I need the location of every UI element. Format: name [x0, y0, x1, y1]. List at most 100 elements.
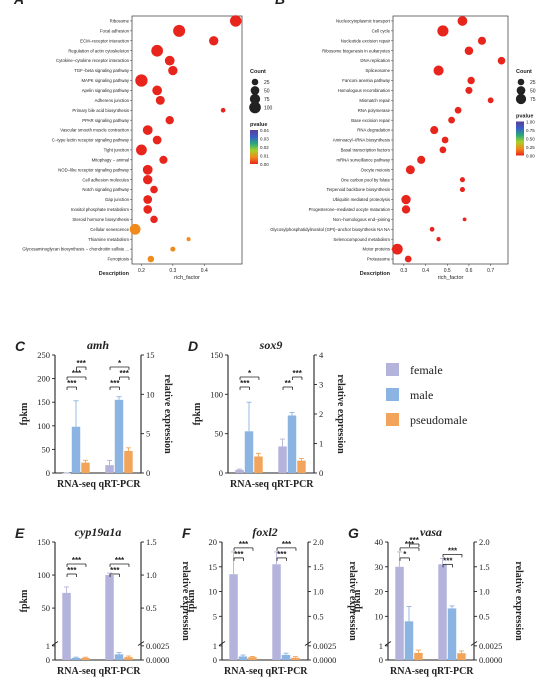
term-label: Ribosome biogenesis in eukaryotes — [322, 48, 390, 53]
bar — [438, 564, 447, 660]
y-tick-label: 10 — [209, 587, 218, 597]
term-label: RNA degradation — [357, 128, 390, 133]
y-tick-label: 100 — [37, 421, 50, 431]
term-dot — [173, 24, 186, 37]
term-dot — [229, 15, 242, 27]
sig-label: *** — [405, 540, 415, 549]
term-label: Ubiquitin mediated proteolysis — [333, 197, 390, 202]
x-tick-label: 0.3 — [400, 268, 407, 274]
y2-tick-label: 2.0 — [479, 537, 490, 547]
term-dot — [165, 115, 174, 125]
y-tick-label: 1 — [379, 641, 383, 651]
term-label: Thiamine metabolism — [88, 237, 129, 242]
term-dot — [186, 237, 191, 242]
category-label: RNA-seq — [224, 666, 263, 677]
colorbar-tick-label: 0.03 — [260, 136, 269, 141]
panel-b: B Nucleocytoplasmic transport Cell cycle Nu… — [270, 0, 536, 281]
term-label: Nucleotide excision repair — [341, 38, 391, 43]
x-axis-label: rich_factor — [438, 275, 464, 281]
term-label: Proteasome — [367, 257, 391, 262]
term-label: Cytokine−cytokine receptor interaction — [56, 58, 130, 63]
y2-axis-label: relative expression — [347, 561, 358, 641]
y2-tick-label: 1.5 — [146, 537, 157, 547]
term-label: Spliceosome — [365, 68, 390, 73]
term-dot — [459, 177, 465, 183]
bar — [395, 566, 404, 660]
term-dot — [143, 174, 153, 185]
term-dot — [152, 85, 163, 96]
term-label: Adherens junction — [95, 98, 130, 103]
term-dot — [152, 135, 162, 145]
term-label: mRNA surveillance pathway — [337, 157, 391, 162]
size-legend-title: Count — [516, 69, 532, 75]
bar — [124, 450, 133, 473]
sig-label: ** — [285, 379, 292, 388]
y-tick-label: 1 — [46, 641, 50, 651]
y2-tick-label: 10 — [146, 389, 155, 399]
y2-tick-label: 0 — [319, 468, 323, 478]
term-label: Motor proteins — [363, 247, 390, 252]
term-dot — [404, 255, 412, 263]
size-legend-dot — [250, 86, 260, 95]
bar — [447, 608, 457, 660]
x-tick-label: 0.7 — [487, 268, 494, 274]
sig-label: *** — [448, 546, 458, 555]
term-dot — [401, 205, 411, 214]
term-dot — [129, 223, 141, 235]
term-label: ECM−receptor interaction — [80, 38, 129, 43]
sig-label: *** — [110, 566, 120, 575]
term-label: Fanconi anemia pathway — [342, 78, 391, 83]
term-dot — [143, 205, 152, 214]
y-axis-label: Description — [99, 271, 130, 277]
term-label: Regulation of actin cytoskeleton — [68, 48, 129, 53]
term-label: Ribosome — [110, 19, 130, 24]
term-dot — [136, 144, 147, 156]
category-label: qRT-PCR — [431, 666, 474, 677]
chart-title: foxl2 — [252, 525, 277, 539]
size-legend-label: 100 — [264, 105, 273, 111]
x-tick-label: 0.6 — [465, 268, 472, 274]
legend-label: male — [410, 388, 433, 402]
x-tick-label: 0.4 — [422, 268, 429, 274]
term-dot — [170, 246, 176, 252]
term-label: MAPK signaling pathway — [81, 78, 129, 83]
colorbar — [516, 121, 524, 156]
bar — [71, 657, 81, 660]
bar — [81, 657, 90, 660]
term-label: Mismatch repair — [359, 98, 390, 103]
y2-tick-label: 5 — [146, 429, 150, 439]
y2-axis-label: relative expression — [162, 374, 173, 454]
y-tick-label: 100 — [210, 389, 223, 399]
term-dot — [437, 25, 449, 37]
plot-frame — [131, 15, 243, 265]
size-legend-title: Count — [250, 69, 266, 75]
y2-tick-label: 4 — [319, 350, 324, 360]
panel-a: A Ribosome Focal adhesion ECM−receptor inte… — [13, 0, 273, 281]
y2-tick-label: 0.0000 — [146, 655, 169, 665]
term-dot — [164, 55, 175, 66]
y2-tick-label: 1.0 — [146, 570, 157, 580]
bar — [124, 657, 133, 660]
term-dot — [465, 86, 473, 94]
bar — [404, 621, 414, 660]
term-dot — [430, 126, 439, 135]
term-dot — [209, 36, 219, 46]
y2-tick-label: 2 — [319, 409, 323, 419]
y-tick-label: 150 — [37, 537, 50, 547]
term-dot — [168, 65, 178, 76]
size-legend-label: 75 — [530, 97, 536, 103]
term-dot — [433, 65, 444, 76]
term-dot — [454, 106, 462, 114]
y2-axis-label: relative expression — [180, 561, 191, 641]
term-label: Homologous recombination — [338, 88, 391, 93]
term-label: NOD−like receptor signaling pathway — [58, 167, 130, 172]
y2-tick-label: 2.0 — [313, 537, 324, 547]
term-label: Glycosylphosphatidylinositol (GPI)−ancho… — [270, 227, 390, 232]
term-label: Progesterone−mediated oocyte maturation — [309, 207, 391, 212]
panel-letter: F — [182, 525, 191, 541]
y-tick-label: 250 — [37, 350, 50, 360]
